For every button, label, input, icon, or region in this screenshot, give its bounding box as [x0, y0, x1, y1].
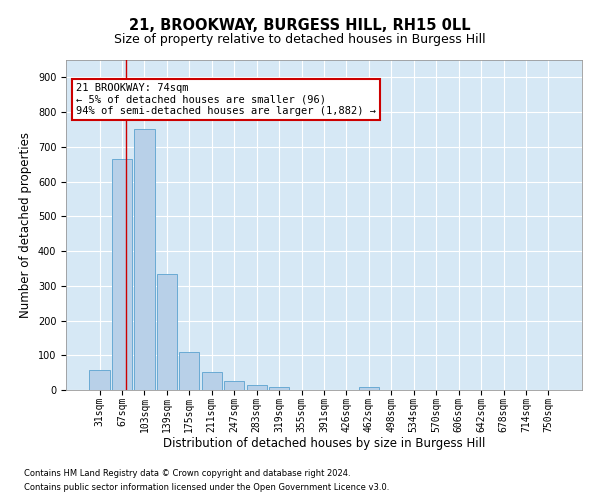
Y-axis label: Number of detached properties: Number of detached properties — [19, 132, 32, 318]
Bar — [157, 274, 177, 390]
Text: Contains public sector information licensed under the Open Government Licence v3: Contains public sector information licen… — [24, 484, 389, 492]
Bar — [202, 372, 222, 390]
Bar — [224, 382, 244, 390]
Text: 21 BROOKWAY: 74sqm
← 5% of detached houses are smaller (96)
94% of semi-detached: 21 BROOKWAY: 74sqm ← 5% of detached hous… — [76, 83, 376, 116]
X-axis label: Distribution of detached houses by size in Burgess Hill: Distribution of detached houses by size … — [163, 437, 485, 450]
Text: 21, BROOKWAY, BURGESS HILL, RH15 0LL: 21, BROOKWAY, BURGESS HILL, RH15 0LL — [129, 18, 471, 32]
Bar — [179, 352, 199, 390]
Bar — [269, 386, 289, 390]
Bar — [134, 130, 155, 390]
Bar — [89, 370, 110, 390]
Bar — [359, 386, 379, 390]
Text: Size of property relative to detached houses in Burgess Hill: Size of property relative to detached ho… — [114, 32, 486, 46]
Bar — [247, 385, 267, 390]
Bar — [112, 159, 132, 390]
Text: Contains HM Land Registry data © Crown copyright and database right 2024.: Contains HM Land Registry data © Crown c… — [24, 468, 350, 477]
